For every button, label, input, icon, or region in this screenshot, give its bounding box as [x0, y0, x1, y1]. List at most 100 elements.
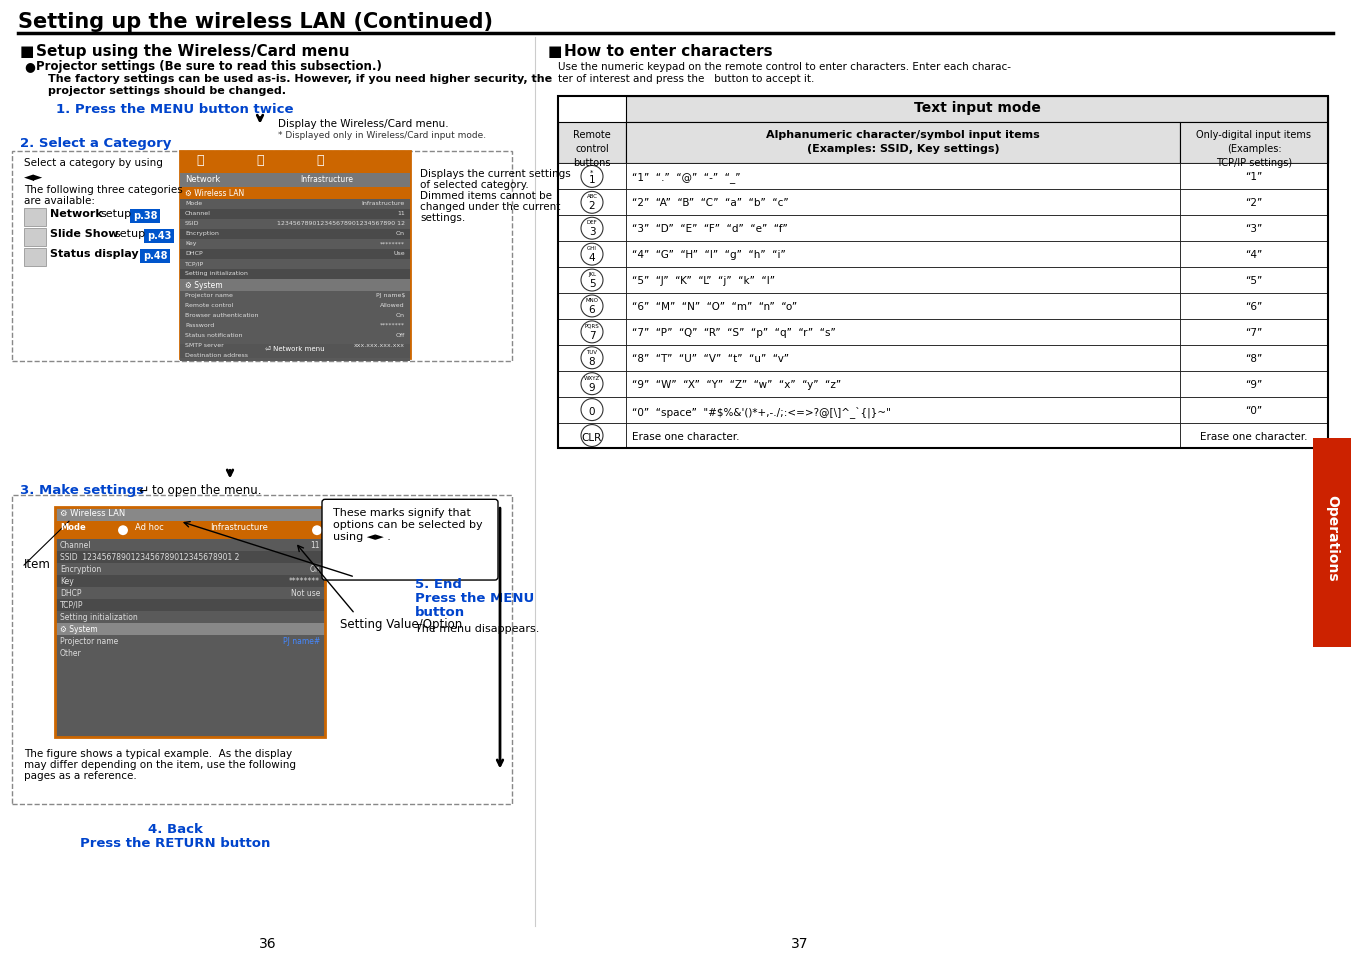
Text: These marks signify that: These marks signify that [332, 508, 471, 517]
Bar [626, 372, 1179, 397]
Circle shape [581, 166, 603, 188]
Bar [1179, 191, 1328, 216]
Text: Remote
control
buttons: Remote control buttons [573, 130, 611, 168]
Text: xxx.xxx.xxx.xxx: xxx.xxx.xxx.xxx [354, 342, 405, 348]
Text: 8: 8 [589, 356, 596, 366]
Circle shape [581, 348, 603, 370]
Circle shape [311, 525, 323, 537]
Text: Erase one character.: Erase one character. [1200, 431, 1308, 441]
Text: *: * [590, 170, 593, 175]
Bar [55, 587, 326, 599]
Text: 4. Back: 4. Back [147, 822, 203, 836]
Text: How to enter characters: How to enter characters [563, 44, 773, 59]
Text: Setting initialization: Setting initialization [185, 271, 247, 275]
Bar [180, 250, 409, 260]
Bar [626, 96, 1328, 122]
Bar [55, 623, 326, 636]
Bar [180, 302, 409, 312]
Bar [626, 191, 1179, 216]
Bar [12, 496, 512, 804]
Text: may differ depending on the item, use the following: may differ depending on the item, use th… [24, 760, 296, 770]
Text: Infrastructure: Infrastructure [300, 175, 353, 184]
Text: 5: 5 [589, 279, 596, 289]
Bar [558, 319, 626, 346]
Circle shape [581, 270, 603, 292]
Text: “7”  “P”  “Q”  “R”  “S”  “p”  “q”  “r”  “s”: “7” “P” “Q” “R” “S” “p” “q” “r” “s” [632, 328, 836, 337]
Text: 3. Make settings: 3. Make settings [20, 484, 145, 497]
Text: “2”: “2” [1246, 198, 1263, 208]
Text: ⚙ Wireless LAN: ⚙ Wireless LAN [185, 189, 245, 198]
Bar [180, 292, 409, 302]
Text: Not use: Not use [290, 588, 320, 598]
Text: 9: 9 [589, 382, 596, 393]
Bar [55, 611, 326, 623]
Text: Remote control: Remote control [185, 303, 234, 308]
Text: Ad hoc: Ad hoc [135, 522, 163, 532]
Bar [180, 280, 409, 292]
Text: 2. Select a Category: 2. Select a Category [20, 136, 172, 150]
Text: of selected category.: of selected category. [420, 180, 528, 191]
Text: 6: 6 [589, 305, 596, 314]
Text: ⚙ System: ⚙ System [185, 281, 223, 290]
Bar [55, 636, 326, 647]
Text: “8”  “T”  “U”  “V”  “t”  “u”  “v”: “8” “T” “U” “V” “t” “u” “v” [632, 354, 789, 363]
Bar [1179, 294, 1328, 319]
Bar [55, 576, 326, 587]
Text: Status notification: Status notification [185, 333, 242, 337]
Bar [55, 539, 326, 552]
Bar [626, 216, 1179, 242]
Text: p.48: p.48 [143, 251, 168, 261]
Bar [55, 508, 326, 737]
Circle shape [581, 321, 603, 343]
Bar [626, 346, 1179, 372]
Text: Other: Other [59, 648, 82, 658]
Text: ABC: ABC [586, 194, 597, 199]
Circle shape [581, 425, 603, 447]
Bar [55, 599, 326, 611]
Text: “9”  “W”  “X”  “Y”  “Z”  “w”  “x”  “y”  “z”: “9” “W” “X” “Y” “Z” “w” “x” “y” “z” [632, 379, 842, 390]
Text: “0”  “space”  "#$%&'()*+,-./;:<=>?@[\]^_`{|}~": “0” “space” "#$%&'()*+,-./;:<=>?@[\]^_`{… [632, 405, 890, 417]
Text: On: On [309, 564, 320, 574]
Bar [558, 294, 626, 319]
Text: ↵: ↵ [138, 484, 149, 497]
Bar [1179, 372, 1328, 397]
Bar [1179, 216, 1328, 242]
Text: “7”: “7” [1246, 328, 1263, 337]
Text: On: On [396, 313, 405, 317]
Text: Dimmed items cannot be: Dimmed items cannot be [420, 192, 553, 201]
Text: ⚙ System: ⚙ System [59, 624, 97, 633]
Text: 🔧: 🔧 [196, 154, 204, 168]
Text: Channel: Channel [185, 211, 211, 216]
Text: CLR: CLR [582, 432, 603, 442]
Text: Operations: Operations [1325, 495, 1339, 581]
Text: Encryption: Encryption [185, 231, 219, 236]
Bar [180, 200, 409, 210]
Bar [180, 260, 409, 270]
Circle shape [581, 399, 603, 421]
Bar [1179, 242, 1328, 268]
Bar [180, 352, 409, 361]
Text: to open the menu.: to open the menu. [153, 484, 262, 497]
Text: DEF: DEF [586, 220, 597, 225]
Text: The factory settings can be used as-is. However, if you need higher security, th: The factory settings can be used as-is. … [49, 73, 553, 84]
Text: 11: 11 [311, 540, 320, 550]
Text: PJ name$: PJ name$ [376, 293, 405, 297]
Text: options can be selected by: options can be selected by [332, 519, 482, 530]
Bar [180, 332, 409, 341]
Bar [24, 229, 46, 247]
Text: Text input mode: Text input mode [913, 101, 1040, 114]
Bar [145, 230, 174, 244]
Circle shape [581, 218, 603, 240]
Bar [180, 152, 409, 174]
Text: Key: Key [59, 577, 74, 585]
Circle shape [118, 525, 128, 537]
Text: ❓: ❓ [316, 154, 324, 168]
Text: “2”  “A”  “B”  “C”  “a”  “b”  “c”: “2” “A” “B” “C” “a” “b” “c” [632, 198, 789, 208]
Text: ⚙ Wireless LAN: ⚙ Wireless LAN [59, 509, 126, 517]
Text: projector settings should be changed.: projector settings should be changed. [49, 86, 286, 95]
Bar [558, 96, 1328, 449]
Text: Destination address: Destination address [185, 353, 249, 357]
Text: “4”  “G”  “H”  “I”  “g”  “h”  “i”: “4” “G” “H” “I” “g” “h” “i” [632, 250, 786, 260]
Bar [180, 188, 409, 200]
Text: setup: setup [113, 229, 145, 239]
